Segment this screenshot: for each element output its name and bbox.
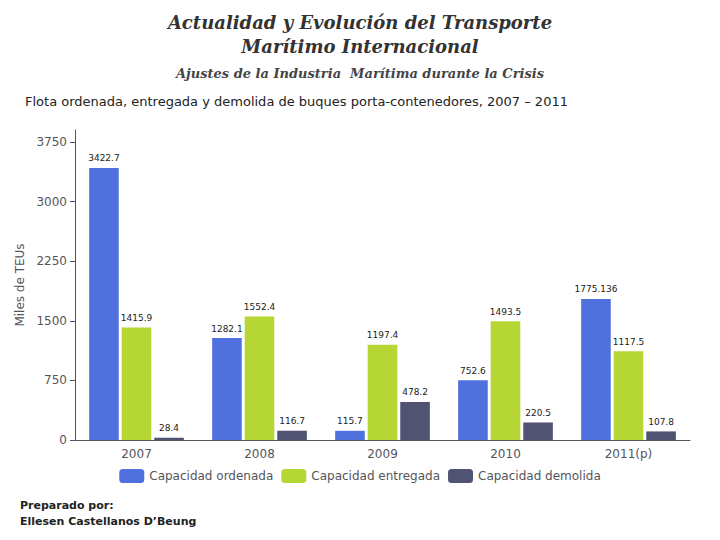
svg-text:107.8: 107.8 — [648, 417, 674, 427]
svg-text:Actualidad y Evolución del Tra: Actualidad y Evolución del Transporte — [166, 12, 552, 33]
svg-text:2008: 2008 — [244, 447, 275, 461]
svg-text:478.2: 478.2 — [402, 387, 428, 397]
svg-text:Capacidad demolida: Capacidad demolida — [478, 469, 601, 483]
svg-text:Flota ordenada, entregada y de: Flota ordenada, entregada y demolida de … — [25, 94, 568, 109]
svg-text:1197.4: 1197.4 — [367, 330, 399, 340]
svg-text:2007: 2007 — [121, 447, 152, 461]
svg-text:2010: 2010 — [490, 447, 521, 461]
svg-text:1282.1: 1282.1 — [211, 324, 243, 334]
svg-text:Marítimo Internacional: Marítimo Internacional — [240, 36, 478, 57]
svg-text:0: 0 — [59, 433, 67, 447]
svg-text:Capacidad ordenada: Capacidad ordenada — [149, 469, 273, 483]
svg-text:3000: 3000 — [36, 195, 67, 209]
svg-text:Ajustes de la Industria Marít: Ajustes de la Industria Marítima durante… — [174, 66, 545, 81]
svg-text:28.4: 28.4 — [159, 423, 179, 433]
svg-text:116.7: 116.7 — [279, 416, 305, 426]
svg-text:Miles de TEUs: Miles de TEUs — [13, 243, 27, 326]
svg-text:Ellesen Castellanos D’Beung: Ellesen Castellanos D’Beung — [20, 515, 196, 528]
svg-text:1117.5: 1117.5 — [613, 337, 645, 347]
svg-text:2011(p): 2011(p) — [605, 447, 653, 461]
svg-text:Capacidad entregada: Capacidad entregada — [311, 469, 440, 483]
svg-text:1775.136: 1775.136 — [574, 284, 617, 294]
svg-text:750: 750 — [44, 373, 67, 387]
svg-text:1415.9: 1415.9 — [121, 313, 153, 323]
svg-text:2250: 2250 — [36, 254, 67, 268]
svg-text:1493.5: 1493.5 — [490, 307, 522, 317]
svg-text:2009: 2009 — [367, 447, 398, 461]
svg-text:3422.7: 3422.7 — [88, 153, 120, 163]
svg-text:752.6: 752.6 — [460, 366, 486, 376]
svg-text:115.7: 115.7 — [337, 416, 363, 426]
svg-text:1500: 1500 — [36, 314, 67, 328]
svg-text:220.5: 220.5 — [525, 408, 551, 418]
svg-text:Preparado por:: Preparado por: — [20, 499, 114, 512]
svg-text:1552.4: 1552.4 — [244, 302, 276, 312]
svg-text:3750: 3750 — [36, 135, 67, 149]
